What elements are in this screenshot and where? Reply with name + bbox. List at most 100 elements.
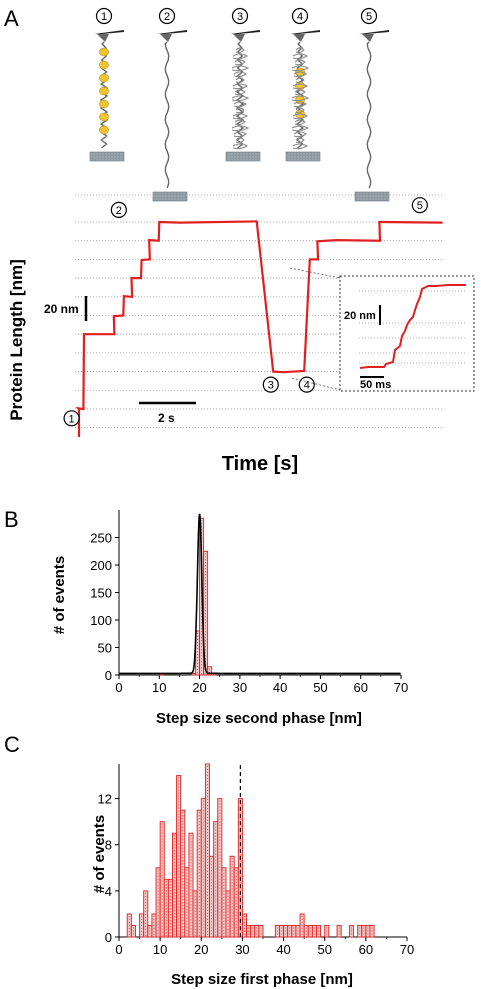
x-tick-label: 40 bbox=[276, 942, 290, 957]
panel-label-c: C bbox=[4, 732, 20, 757]
x-tick-label: 0 bbox=[115, 942, 122, 957]
panel-label-b: B bbox=[4, 507, 19, 532]
inset-gridlines bbox=[359, 290, 467, 364]
x-tick-label: 30 bbox=[235, 942, 249, 957]
state-marker-4-number: 4 bbox=[304, 380, 310, 392]
unfolded-segment bbox=[291, 65, 310, 72]
trace-gridlines bbox=[75, 194, 442, 429]
unfolded-segment bbox=[233, 101, 247, 108]
unfolded-segment bbox=[294, 119, 306, 126]
x-tick-label: 30 bbox=[233, 680, 247, 695]
inset-connector-bottom bbox=[291, 377, 341, 391]
surface bbox=[152, 191, 188, 202]
cartoon-number-3-number: 3 bbox=[237, 11, 243, 23]
cartoon-state-5: 5 bbox=[354, 7, 390, 202]
unfolded-segment bbox=[232, 143, 249, 150]
unfolded-segment bbox=[291, 95, 310, 102]
unfolded-segment bbox=[231, 65, 250, 72]
length-trace bbox=[75, 220, 443, 437]
unfolded-segment bbox=[295, 107, 305, 114]
unfolded-segment bbox=[292, 53, 309, 60]
cartoon-number-4-circle bbox=[291, 7, 309, 25]
x-tick-label: 50 bbox=[317, 942, 331, 957]
unfolded-segment bbox=[234, 89, 246, 96]
unfolded-segment bbox=[295, 77, 305, 84]
histogram-bar bbox=[188, 832, 194, 938]
unfolded-segment bbox=[293, 71, 307, 78]
cartoon-number-1-number: 1 bbox=[101, 11, 107, 23]
unfolded-segment bbox=[292, 83, 309, 90]
cantilever bbox=[230, 30, 260, 34]
unfolded-segment bbox=[235, 137, 245, 144]
state-marker-2-number: 2 bbox=[116, 205, 122, 217]
folded-domain bbox=[99, 73, 109, 83]
y-tick-label: 12 bbox=[98, 792, 112, 807]
state-marker-3-number: 3 bbox=[268, 380, 274, 392]
state-marker-2-circle bbox=[110, 201, 127, 218]
inset-length-scale-label: 20 nm bbox=[344, 310, 376, 322]
surface bbox=[89, 151, 125, 162]
state-marker-3-circle bbox=[262, 376, 279, 393]
x-tick-label: 60 bbox=[353, 680, 367, 695]
cartoon-number-1-circle bbox=[95, 7, 113, 25]
cantilever bbox=[94, 30, 124, 34]
histogram-bar bbox=[184, 867, 190, 938]
unfolded-segment bbox=[233, 71, 247, 78]
gaussian-fit bbox=[119, 513, 401, 675]
inset-trace bbox=[359, 284, 466, 369]
x-tick-label: 60 bbox=[359, 942, 373, 957]
y-tick-label: 200 bbox=[90, 558, 112, 573]
panel-label-a: A bbox=[4, 6, 19, 31]
unfolded-segment bbox=[294, 89, 306, 96]
cartoon-number-5-number: 5 bbox=[366, 11, 372, 23]
unfolded-segment bbox=[295, 47, 305, 54]
y-tick-label: 0 bbox=[105, 930, 112, 945]
cantilever-tip bbox=[362, 34, 374, 42]
histogram-first-phase: 0 10 20 30 40 50 60 70 0 4 8 12 bbox=[98, 762, 414, 957]
cartoon-number-2-number: 2 bbox=[164, 11, 170, 23]
y-tick-label: 8 bbox=[105, 838, 112, 853]
unfolded-segment bbox=[234, 59, 246, 66]
cantilever-tip bbox=[233, 34, 245, 42]
x-tick-label: 40 bbox=[273, 680, 287, 695]
folded-domain bbox=[99, 47, 109, 57]
cantilever-tip bbox=[160, 34, 172, 42]
cartoon-state-1: 1 bbox=[89, 7, 125, 162]
c-xlabel: Step size first phase [nm] bbox=[171, 971, 353, 988]
x-tick-label: 10 bbox=[152, 680, 166, 695]
unfolded-segment bbox=[293, 131, 307, 138]
unfolded-segment bbox=[295, 137, 305, 144]
length-scale-label: 20 nm bbox=[44, 302, 79, 316]
inset-time-scale-label: 50 ms bbox=[360, 379, 391, 391]
y-tick-label: 250 bbox=[90, 531, 112, 546]
unfolded-segment bbox=[293, 101, 307, 108]
x-tick-label: 70 bbox=[394, 680, 408, 695]
inset-frame bbox=[339, 275, 475, 392]
inset-connector-top bbox=[289, 267, 341, 279]
unfolded-segment bbox=[233, 131, 247, 138]
state-marker-4-circle bbox=[298, 376, 315, 393]
folded-domain bbox=[99, 86, 109, 96]
histogram-bar bbox=[221, 867, 227, 938]
cartoon-number-4-number: 4 bbox=[297, 11, 303, 23]
cantilever bbox=[359, 30, 389, 34]
histogram-bar bbox=[203, 550, 209, 676]
unfolded-segment bbox=[235, 107, 245, 114]
b-xlabel: Step size second phase [nm] bbox=[156, 710, 362, 727]
unfolded-segment bbox=[235, 77, 245, 84]
unfolded-segment bbox=[294, 59, 306, 66]
state-marker-1-circle bbox=[63, 410, 80, 427]
unfolded-segment bbox=[291, 125, 310, 132]
surface bbox=[354, 191, 390, 202]
cantilever bbox=[157, 30, 187, 34]
x-tick-label: 70 bbox=[400, 942, 414, 957]
y-tick-label: 50 bbox=[98, 641, 112, 656]
unfolded-segment bbox=[231, 95, 250, 102]
x-tick-label: 20 bbox=[192, 680, 206, 695]
unfolded-segment bbox=[235, 47, 245, 54]
state-markers: 1 2 3 4 5 bbox=[63, 197, 428, 427]
cantilever-tip bbox=[293, 34, 305, 42]
cartoon-state-3: 3 bbox=[225, 7, 261, 162]
histogram-bar bbox=[155, 867, 161, 938]
